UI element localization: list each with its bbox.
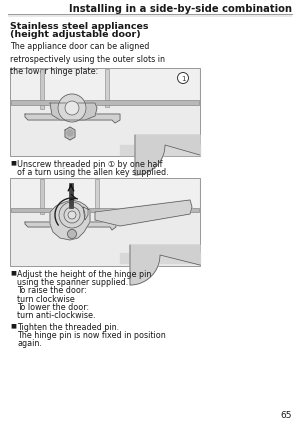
Text: The appliance door can be aligned
retrospectively using the outer slots in
the l: The appliance door can be aligned retros…: [10, 42, 165, 76]
Polygon shape: [130, 245, 200, 285]
Text: turn clockwise: turn clockwise: [17, 295, 75, 303]
Text: To raise the door:: To raise the door:: [17, 286, 87, 295]
Text: using the spanner supplied.: using the spanner supplied.: [17, 278, 128, 287]
Text: ■: ■: [10, 160, 16, 165]
Polygon shape: [25, 114, 120, 123]
Polygon shape: [135, 135, 200, 175]
Circle shape: [65, 101, 79, 115]
Text: 1: 1: [181, 76, 185, 82]
Bar: [11, 208, 199, 212]
Text: 65: 65: [280, 411, 292, 420]
Text: Unscrew threaded pin ① by one half: Unscrew threaded pin ① by one half: [17, 160, 163, 169]
Polygon shape: [25, 222, 116, 230]
Polygon shape: [50, 200, 90, 240]
Text: Installing in a side-by-side combination: Installing in a side-by-side combination: [69, 4, 292, 14]
Circle shape: [68, 230, 76, 238]
Text: Adjust the height of the hinge pin: Adjust the height of the hinge pin: [17, 270, 152, 279]
Bar: [105, 69, 109, 107]
Text: Tighten the threaded pin.: Tighten the threaded pin.: [17, 323, 119, 332]
Bar: [11, 179, 199, 209]
Text: ■: ■: [10, 323, 16, 328]
Polygon shape: [65, 127, 75, 140]
Circle shape: [178, 73, 188, 83]
Text: (height adjustable door): (height adjustable door): [10, 30, 141, 39]
Circle shape: [64, 207, 80, 223]
Bar: [40, 179, 44, 214]
Circle shape: [59, 202, 85, 228]
Text: To lower the door:: To lower the door:: [17, 303, 89, 312]
Bar: [11, 100, 199, 105]
Circle shape: [67, 130, 73, 136]
Bar: [11, 69, 199, 104]
Text: The hinge pin is now fixed in position: The hinge pin is now fixed in position: [17, 331, 166, 340]
Bar: [69, 183, 73, 208]
Bar: [40, 69, 44, 109]
Circle shape: [58, 94, 86, 122]
Text: turn anti-clockwise.: turn anti-clockwise.: [17, 311, 95, 320]
FancyBboxPatch shape: [10, 178, 200, 266]
Text: of a turn using the allen key supplied.: of a turn using the allen key supplied.: [17, 168, 169, 177]
FancyBboxPatch shape: [10, 68, 200, 156]
Bar: [95, 179, 99, 211]
Text: again.: again.: [17, 340, 42, 348]
Polygon shape: [95, 200, 192, 226]
Polygon shape: [50, 103, 97, 120]
Text: ■: ■: [10, 270, 16, 275]
Circle shape: [68, 211, 76, 219]
Text: Stainless steel appliances: Stainless steel appliances: [10, 22, 148, 31]
